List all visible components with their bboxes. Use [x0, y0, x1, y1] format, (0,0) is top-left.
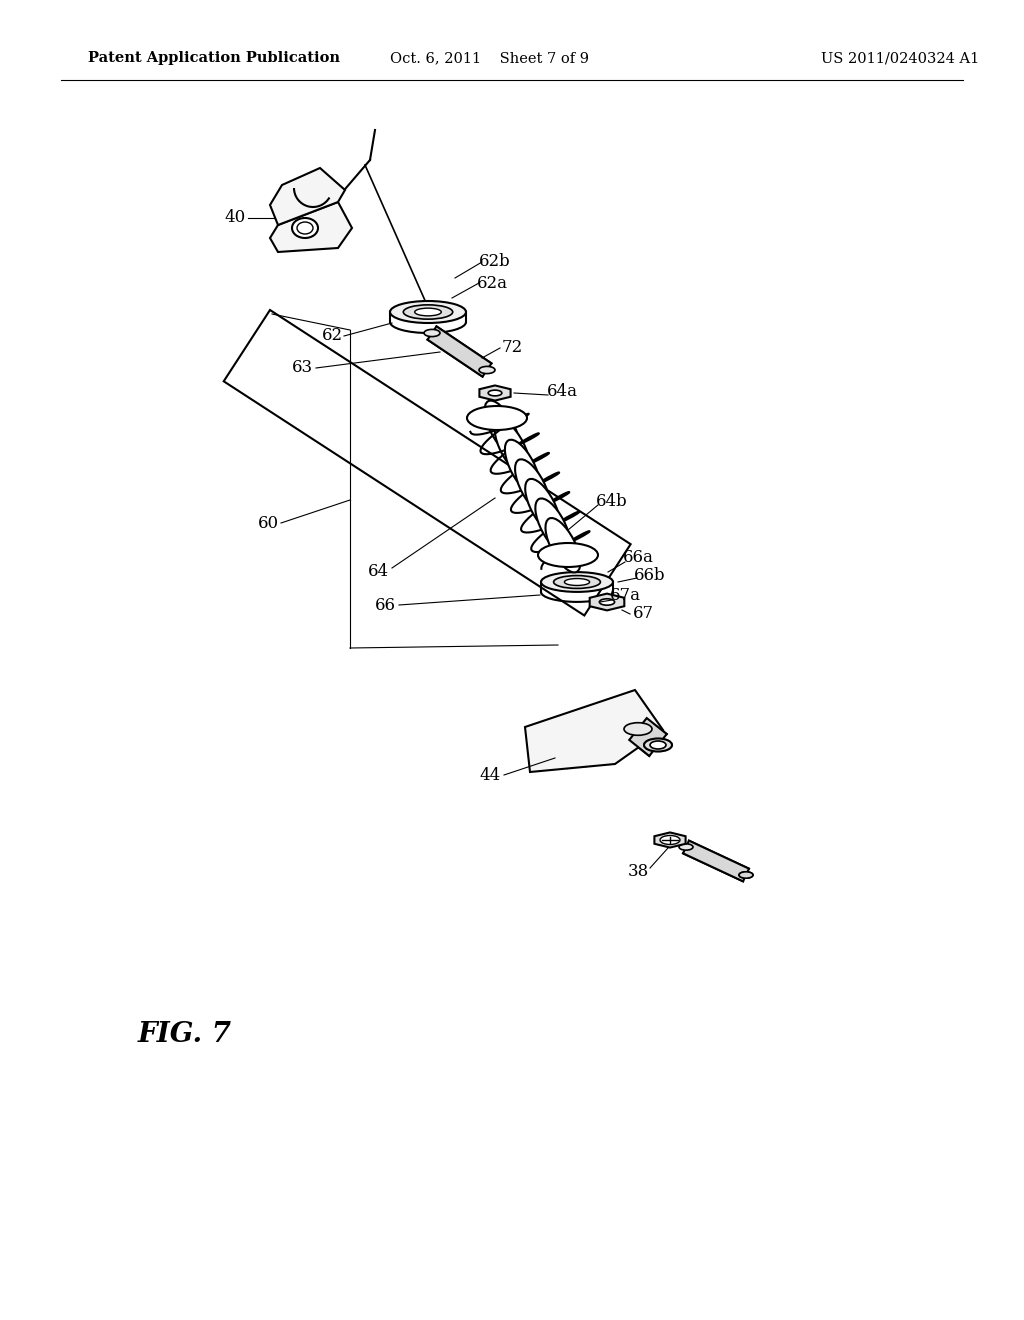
Ellipse shape	[415, 308, 441, 315]
Ellipse shape	[554, 576, 600, 589]
Polygon shape	[270, 168, 345, 224]
Text: US 2011/0240324 A1: US 2011/0240324 A1	[821, 51, 979, 65]
Ellipse shape	[525, 479, 560, 533]
Text: 66b: 66b	[634, 566, 666, 583]
Ellipse shape	[644, 739, 672, 751]
Text: 63: 63	[292, 359, 312, 376]
Ellipse shape	[664, 837, 677, 843]
Ellipse shape	[424, 330, 440, 337]
Polygon shape	[683, 841, 749, 882]
Text: 40: 40	[224, 210, 246, 227]
Ellipse shape	[650, 741, 666, 748]
Ellipse shape	[495, 420, 529, 475]
Text: 62b: 62b	[479, 253, 511, 271]
Text: 44: 44	[479, 767, 501, 784]
Text: 72: 72	[502, 339, 522, 356]
Text: 64: 64	[368, 564, 388, 581]
Polygon shape	[590, 594, 625, 610]
Polygon shape	[479, 385, 511, 400]
Text: FIG. 7: FIG. 7	[138, 1022, 232, 1048]
Ellipse shape	[515, 459, 550, 513]
Text: 60: 60	[257, 515, 279, 532]
Ellipse shape	[488, 391, 502, 396]
Ellipse shape	[538, 543, 598, 568]
Ellipse shape	[505, 440, 540, 494]
Text: Oct. 6, 2011    Sheet 7 of 9: Oct. 6, 2011 Sheet 7 of 9	[390, 51, 590, 65]
Ellipse shape	[390, 301, 466, 323]
Ellipse shape	[536, 499, 570, 553]
Polygon shape	[525, 690, 663, 772]
Polygon shape	[630, 718, 667, 756]
Ellipse shape	[484, 400, 519, 455]
Ellipse shape	[297, 222, 313, 234]
Ellipse shape	[403, 305, 453, 319]
Ellipse shape	[546, 517, 581, 573]
Ellipse shape	[644, 738, 672, 751]
Text: 38: 38	[628, 863, 648, 880]
Text: 64b: 64b	[596, 494, 628, 511]
Ellipse shape	[564, 578, 590, 586]
Ellipse shape	[679, 843, 693, 850]
Text: 67a: 67a	[609, 587, 640, 605]
Text: 62: 62	[322, 327, 343, 345]
Ellipse shape	[599, 599, 614, 605]
Text: Patent Application Publication: Patent Application Publication	[88, 51, 340, 65]
Ellipse shape	[292, 218, 318, 238]
Ellipse shape	[739, 871, 753, 878]
Ellipse shape	[467, 407, 527, 430]
Text: 64a: 64a	[547, 384, 578, 400]
Text: 67: 67	[633, 606, 653, 623]
Ellipse shape	[479, 367, 495, 374]
Polygon shape	[270, 202, 352, 252]
Ellipse shape	[739, 871, 753, 878]
Ellipse shape	[541, 572, 613, 591]
Text: 62a: 62a	[476, 275, 508, 292]
Ellipse shape	[624, 723, 652, 735]
Text: 66: 66	[375, 597, 395, 614]
Polygon shape	[428, 326, 492, 376]
Ellipse shape	[660, 836, 680, 845]
Text: 66a: 66a	[623, 549, 653, 566]
Polygon shape	[654, 833, 686, 847]
